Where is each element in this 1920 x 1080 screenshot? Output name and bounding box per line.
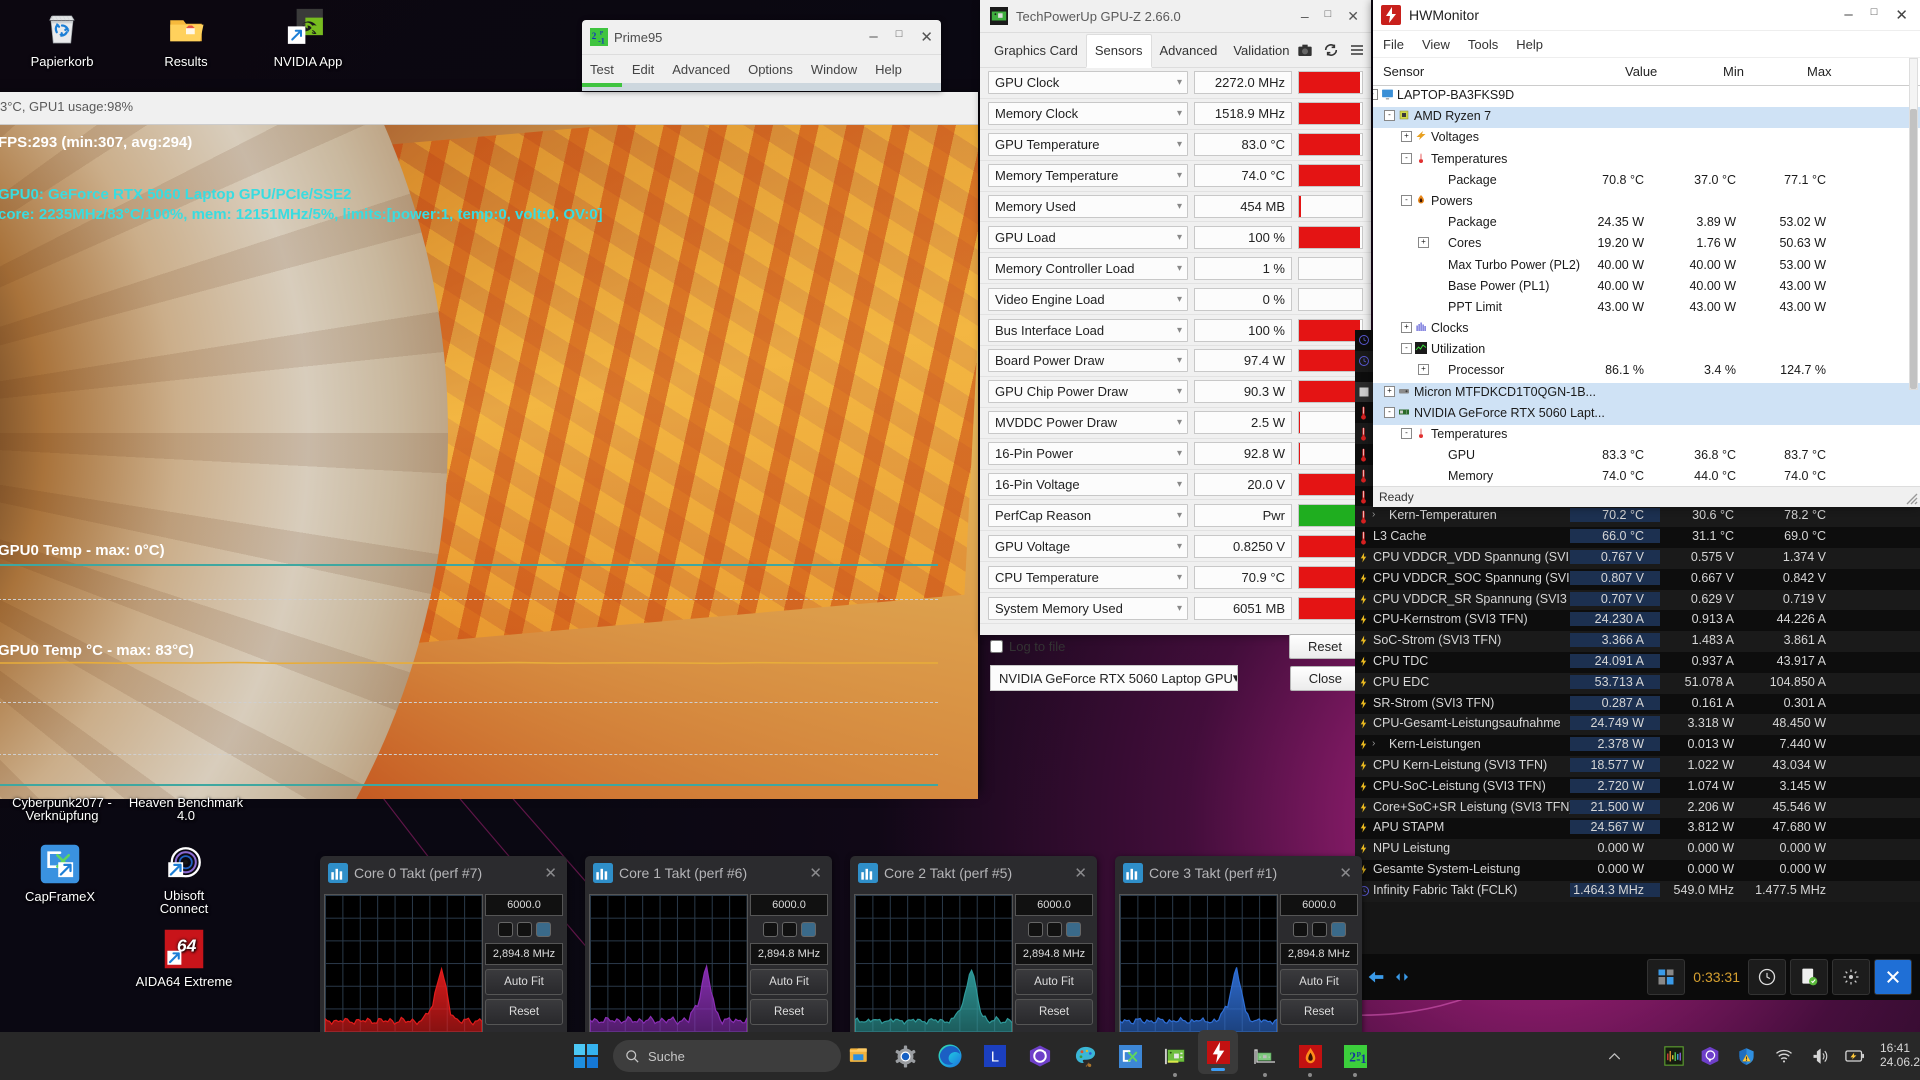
- svg-text:2: 2: [592, 31, 597, 41]
- svg-text:2: 2: [1349, 1049, 1356, 1064]
- svg-text:-1: -1: [1356, 1052, 1366, 1066]
- svg-text:-1: -1: [598, 36, 605, 45]
- svg-text:L: L: [991, 1050, 999, 1066]
